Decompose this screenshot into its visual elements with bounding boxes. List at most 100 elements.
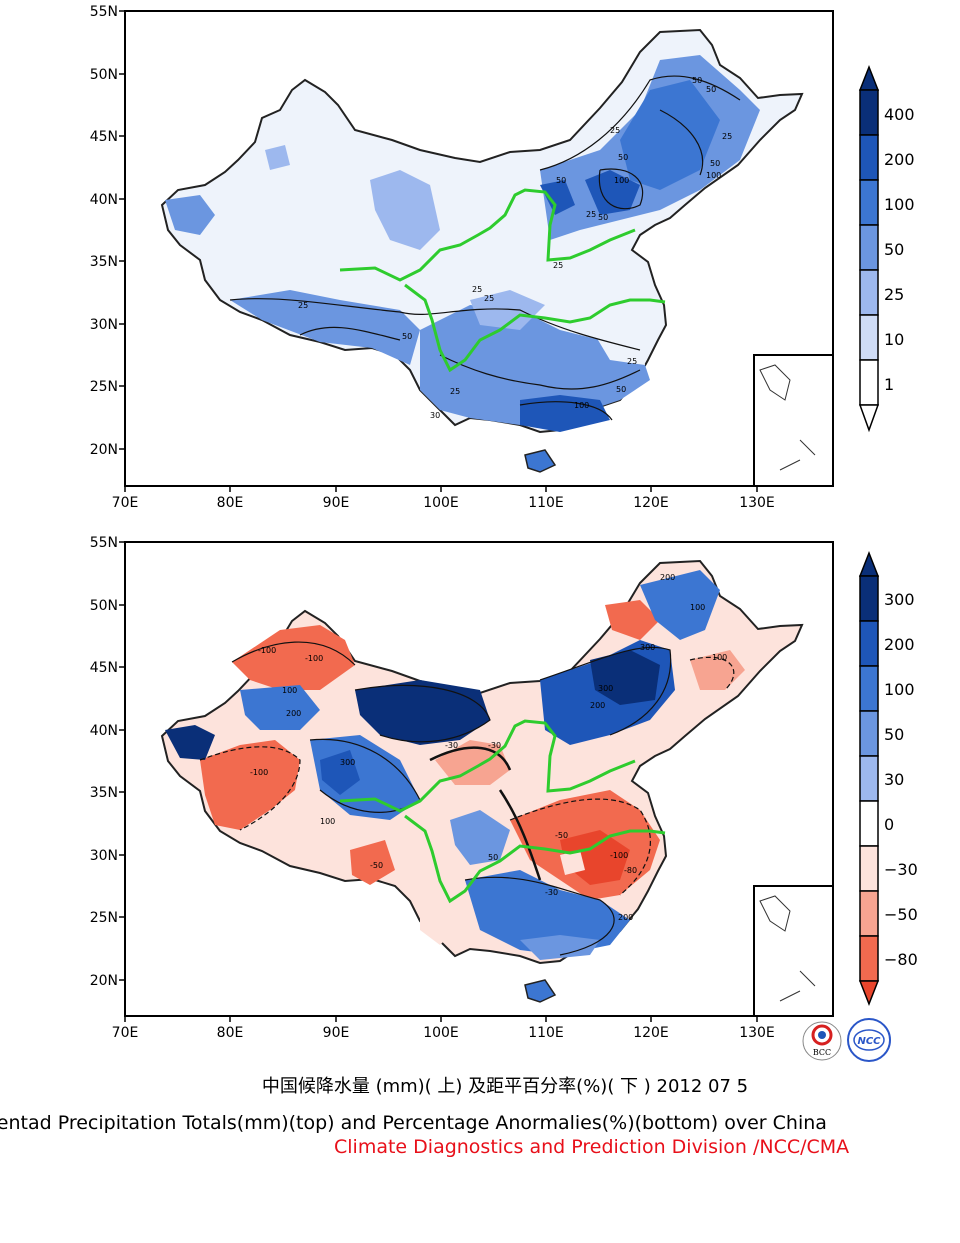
top-contour-label: 100 <box>706 171 721 180</box>
lat-tick: 30N <box>90 317 118 333</box>
lon-tick: 90E <box>323 495 350 511</box>
lat-tick: 30N <box>90 848 118 864</box>
lon-tick: 70E <box>112 1025 139 1041</box>
bottom-colorbar-label: 0 <box>884 815 894 834</box>
bottom-colorbar-label: 50 <box>884 725 904 744</box>
bottom-contour-label: 300 <box>640 643 655 652</box>
bottom-contour-label: 50 <box>488 853 498 862</box>
lat-tick: 45N <box>90 660 118 676</box>
top-contour-labels: 50 50 25 25 50 100 50 100 25 50 25 25 25… <box>298 76 732 420</box>
top-contour-label: 25 <box>472 285 482 294</box>
top-contour-label: 50 <box>710 159 720 168</box>
top-contour-label: 30 <box>430 411 440 420</box>
top-contour-label: 25 <box>586 210 596 219</box>
lon-tick: 100E <box>423 495 459 511</box>
bottom-contour-label: 300 <box>340 758 355 767</box>
bcc-logo: BCC <box>802 1021 842 1061</box>
lon-tick: 80E <box>217 1025 244 1041</box>
bottom-rivers <box>339 719 666 904</box>
bottom-colorbar-box <box>859 800 879 847</box>
lat-tick: 45N <box>90 129 118 145</box>
bottom-lon-ticks: 70E 80E 90E 100E 110E 120E 130E <box>112 1025 775 1041</box>
top-contour-label: 25 <box>553 261 563 270</box>
lon-tick: 120E <box>633 495 669 511</box>
bcc-logo-text: BCC <box>813 1048 831 1057</box>
lon-tick: 110E <box>528 495 564 511</box>
top-contour-label: 50 <box>618 153 628 162</box>
top-contour-label: 25 <box>484 294 494 303</box>
lat-tick: 55N <box>90 535 118 551</box>
bottom-contour-label: -100 <box>258 646 276 655</box>
top-colorbar-label: 10 <box>884 330 904 349</box>
bottom-colorbar-label: 300 <box>884 590 915 609</box>
top-map: 50 50 25 25 50 100 50 100 25 50 25 25 25… <box>90 4 915 511</box>
top-contour-label: 100 <box>614 176 629 185</box>
top-yangtze-river <box>404 283 666 373</box>
bottom-map: 200 100 100 300 -100 300 200 -100 100 20… <box>90 535 918 1041</box>
lat-tick: 25N <box>90 910 118 926</box>
lon-tick: 130E <box>739 1025 775 1041</box>
top-contour-label: 25 <box>610 126 620 135</box>
top-colorbar-box <box>859 224 879 271</box>
bottom-colorbar-label: 30 <box>884 770 904 789</box>
bottom-contour-label: 200 <box>286 709 301 718</box>
top-colorbar-bottom-arrow <box>858 404 880 433</box>
top-contour-label: 25 <box>298 301 308 310</box>
bottom-colorbar-box <box>859 935 879 982</box>
ncc-logo: NCC <box>847 1018 891 1062</box>
bottom-contour-label: -50 <box>555 831 568 840</box>
bottom-colorbar-label: 200 <box>884 635 915 654</box>
bottom-contour-label: 100 <box>320 817 335 826</box>
bottom-colorbar: 300 200 100 50 30 0 −30 −50 −80 <box>858 550 918 1007</box>
bottom-shading <box>165 570 745 1003</box>
top-colorbar-box <box>859 89 879 136</box>
english-caption: Pentad Precipitation Totals(mm)(top) and… <box>0 1112 827 1134</box>
bottom-contour-label: 100 <box>712 653 727 662</box>
bottom-contour-label: 200 <box>590 701 605 710</box>
bottom-colorbar-box <box>859 575 879 622</box>
bottom-contour-label: -100 <box>610 851 628 860</box>
bottom-colorbar-box <box>859 755 879 802</box>
lon-tick: 130E <box>739 495 775 511</box>
lat-tick: 20N <box>90 442 118 458</box>
organization-caption: Climate Diagnostics and Prediction Divis… <box>334 1136 850 1158</box>
bottom-colorbar-box <box>859 665 879 712</box>
lat-tick: 50N <box>90 598 118 614</box>
bottom-colorbar-box <box>859 710 879 757</box>
bottom-contour-label: -30 <box>488 741 501 750</box>
top-colorbar-box <box>859 134 879 181</box>
ncc-logo-text: NCC <box>857 1036 881 1047</box>
top-colorbar-box <box>859 314 879 361</box>
bottom-contours <box>199 641 735 956</box>
top-contour-label: 50 <box>692 76 702 85</box>
bottom-contour-labels: 200 100 100 300 -100 300 200 -100 100 20… <box>250 573 727 922</box>
lon-tick: 80E <box>217 495 244 511</box>
bottom-colorbar-top-arrow <box>858 550 880 577</box>
bottom-contour-label: -50 <box>370 861 383 870</box>
lon-tick: 110E <box>528 1025 564 1041</box>
top-south-china-sea-inset <box>753 354 833 486</box>
top-contour-label: 25 <box>722 132 732 141</box>
bottom-contour-label: -80 <box>624 866 637 875</box>
lat-tick: 55N <box>90 4 118 20</box>
top-colorbar-label: 400 <box>884 105 915 124</box>
top-contours <box>229 75 741 421</box>
bottom-yellow-river <box>339 719 636 813</box>
bottom-colorbar-bottom-arrow <box>858 980 880 1007</box>
top-colorbar-label: 100 <box>884 195 915 214</box>
top-colorbar-label: 1 <box>884 375 894 394</box>
bottom-colorbar-label: −50 <box>884 905 918 924</box>
bottom-contour-label: -30 <box>445 741 458 750</box>
top-lat-ticks: 55N 50N 45N 40N 35N 30N 25N 20N <box>90 4 118 458</box>
top-contour-label: 50 <box>706 85 716 94</box>
top-contour-label: 50 <box>556 176 566 185</box>
top-contour-label: 100 <box>574 401 589 410</box>
bottom-contour-label: 200 <box>660 573 675 582</box>
bottom-lat-ticks: 55N 50N 45N 40N 35N 30N 25N 20N <box>90 535 118 989</box>
bottom-colorbar-box <box>859 620 879 667</box>
top-lon-ticks: 70E 80E 90E 100E 110E 120E 130E <box>112 495 775 511</box>
lat-tick: 50N <box>90 67 118 83</box>
top-colorbar-box <box>859 269 879 316</box>
bottom-contour-label: -100 <box>250 768 268 777</box>
